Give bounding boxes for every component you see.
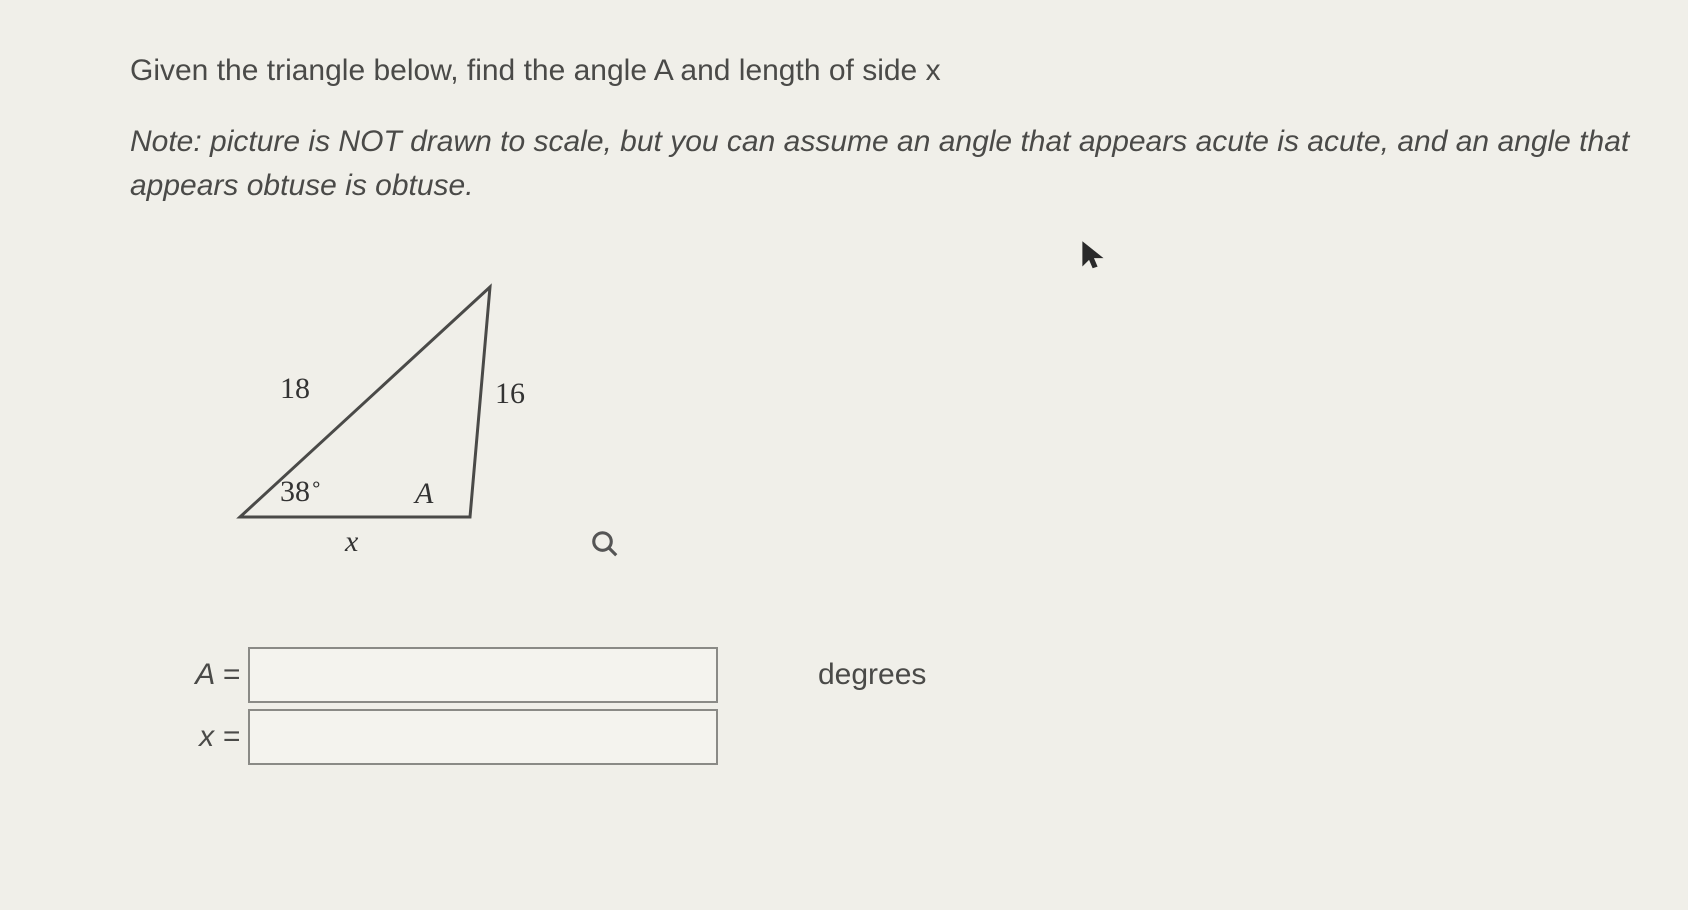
answer-unit-A: degrees xyxy=(818,658,926,692)
triangle-svg xyxy=(220,267,560,557)
question-note: Note: picture is NOT drawn to scale, but… xyxy=(130,120,1688,207)
answer-section: A = degrees x = xyxy=(180,647,1688,765)
answer-input-x[interactable] xyxy=(248,709,718,765)
side-left-label: 18 xyxy=(280,372,310,406)
question-prompt: Given the triangle below, find the angle… xyxy=(130,50,1688,92)
cursor-icon xyxy=(1080,240,1106,278)
triangle-figure: 18 16 x 38∘ A xyxy=(220,267,1688,587)
magnifier-icon[interactable] xyxy=(590,529,620,567)
side-right-label: 16 xyxy=(495,377,525,411)
answer-row-x: x = xyxy=(180,709,1688,765)
answer-label-x: x = xyxy=(180,720,240,754)
angle-right-label: A xyxy=(415,477,433,511)
answer-input-A[interactable] xyxy=(248,647,718,703)
question-page: Given the triangle below, find the angle… xyxy=(0,0,1688,910)
angle-left-label: 38∘ xyxy=(280,475,323,509)
answer-label-A: A = xyxy=(180,658,240,692)
answer-row-A: A = degrees xyxy=(180,647,1688,703)
side-bottom-label: x xyxy=(345,525,358,559)
